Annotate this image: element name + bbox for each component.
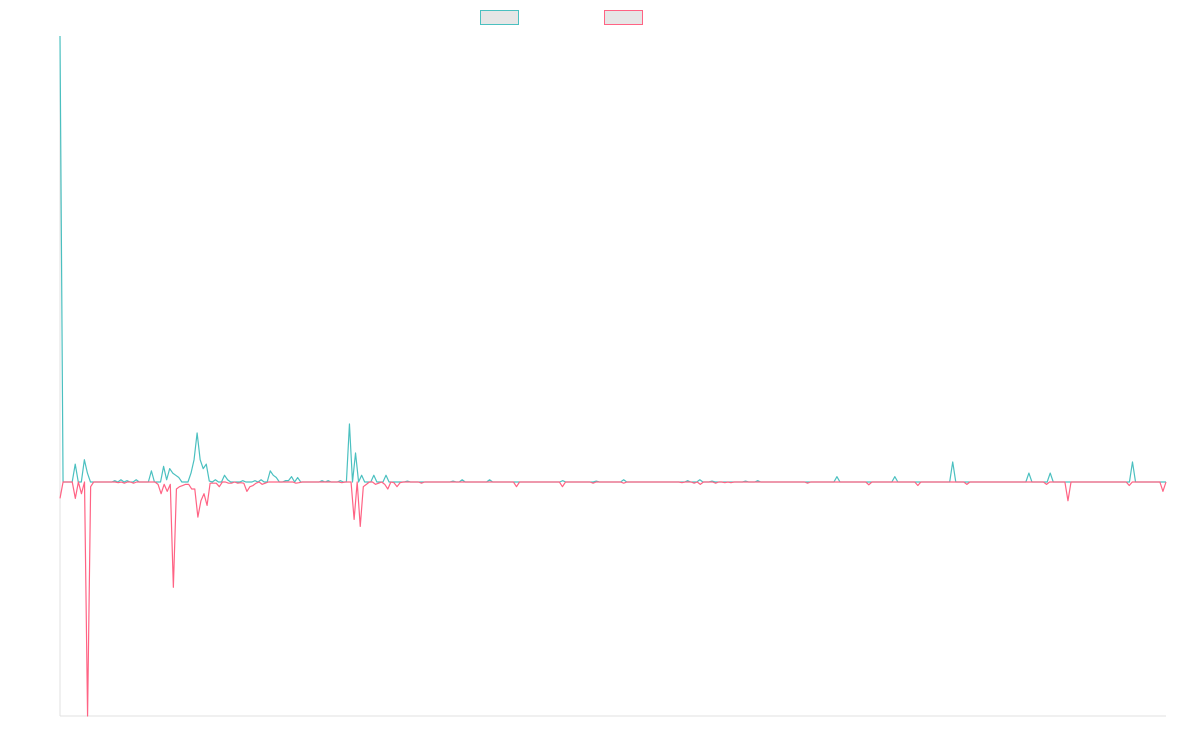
series-line-1 bbox=[59, 35, 1166, 483]
chart-legend bbox=[0, 9, 1200, 27]
legend-item-series-2[interactable] bbox=[604, 9, 649, 25]
legend-swatch-series-1 bbox=[480, 9, 519, 25]
series-line-2 bbox=[59, 481, 1167, 717]
legend-item-series-1[interactable] bbox=[480, 9, 525, 25]
legend-swatch-series-2 bbox=[604, 9, 643, 25]
